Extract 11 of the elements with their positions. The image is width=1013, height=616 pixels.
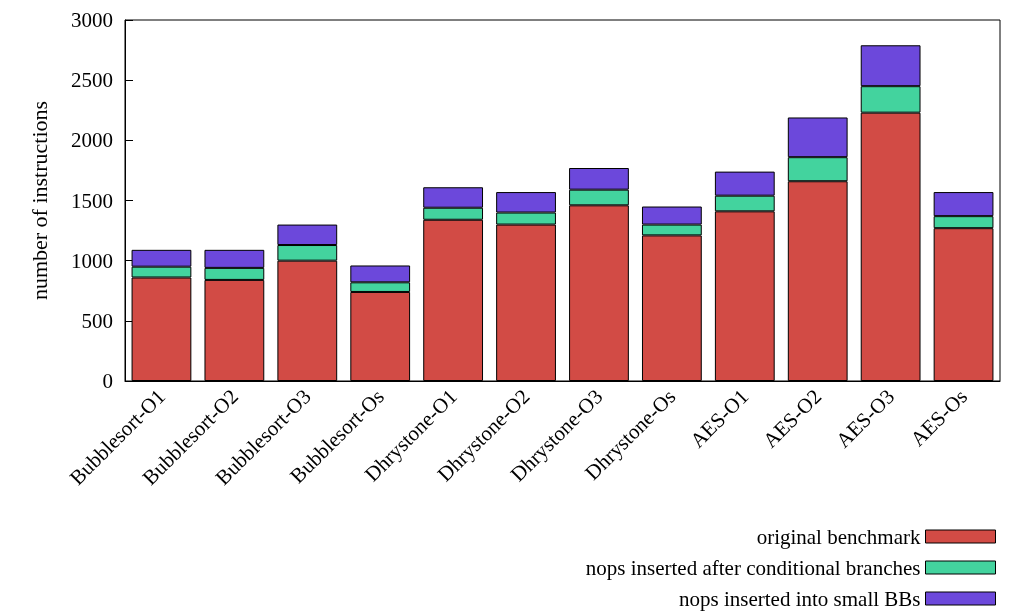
y-tick-label: 500 xyxy=(81,308,113,333)
legend-label: nops inserted after conditional branches xyxy=(585,555,921,580)
y-tick-label: 1500 xyxy=(71,188,113,213)
y-tick-label: 0 xyxy=(102,369,113,393)
y-axis-title: number of instructions xyxy=(26,100,52,301)
legend-label: original benchmark xyxy=(756,524,921,549)
y-tick-label: 3000 xyxy=(71,8,113,32)
y-tick-label: 1000 xyxy=(71,248,113,273)
y-tick-label: 2500 xyxy=(71,68,113,93)
y-tick-label: 2000 xyxy=(71,128,113,153)
legend-label: nops inserted into small BBs xyxy=(679,586,921,611)
